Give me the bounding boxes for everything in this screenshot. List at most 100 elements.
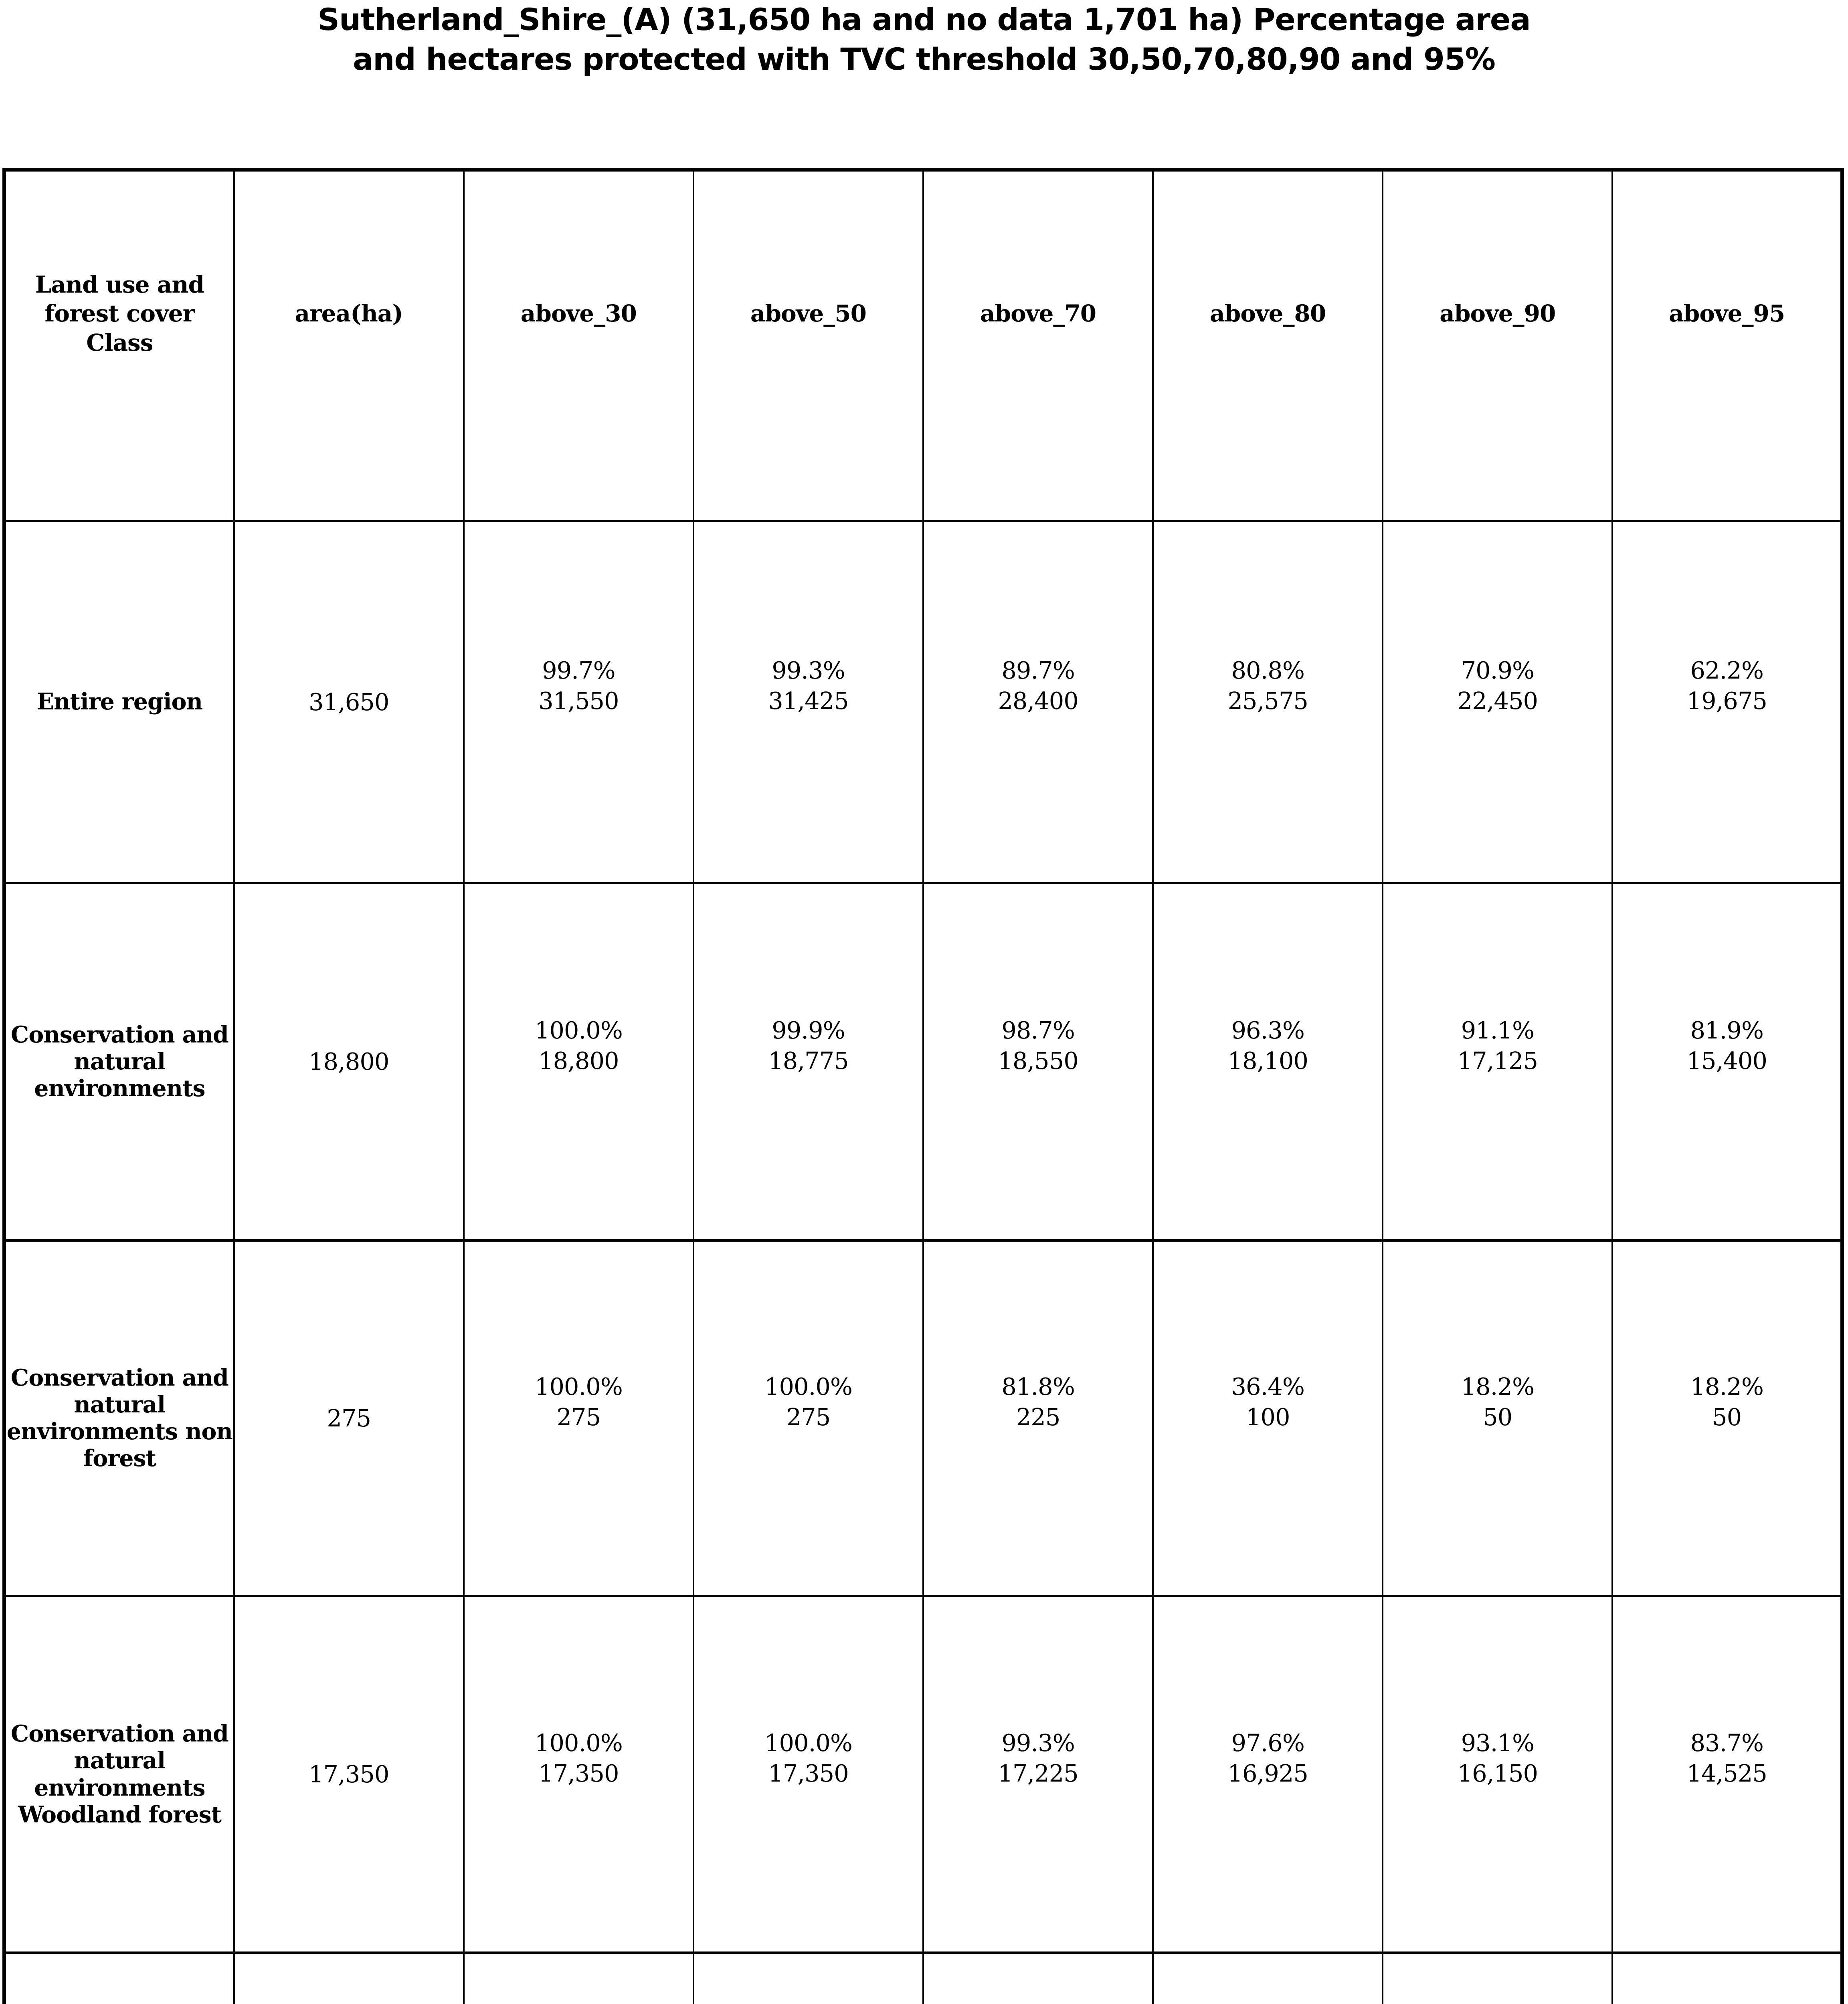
value-cell-2-2: 81.8% 225 — [922, 1239, 1154, 1597]
table-row-2: Conservation and natural environments no… — [3, 1239, 1843, 1597]
ha-value: 15,400 — [1686, 1046, 1767, 1075]
ha-value: 17,350 — [768, 1759, 849, 1787]
title-line-1: Sutherland_Shire_(A) (31,650 ha and no d… — [317, 2, 1531, 37]
value-cell-2-0: 100.0% 275 — [463, 1239, 694, 1597]
column-header-5: above_80 — [1152, 168, 1384, 522]
value-cell-0-4: 70.9% 22,450 — [1382, 519, 1613, 884]
ha-value: 16,925 — [1227, 1759, 1308, 1787]
area-cell-3: 17,350 — [233, 1594, 465, 1954]
area-cell-1: 18,800 — [233, 881, 465, 1242]
pct-value: 18.2% — [1461, 1373, 1535, 1401]
table-row-0: Entire region 31,650 99.7% 31,550 99.3% 31,42… — [3, 519, 1843, 884]
pct-value: 81.8% — [1001, 1373, 1075, 1401]
value-cell-0-1: 99.3% 31,425 — [692, 519, 924, 884]
pct-value: 99.9% — [772, 1016, 845, 1044]
value-cell-0-2: 89.7% 28,400 — [922, 519, 1154, 884]
table-body: Entire region 31,650 99.7% 31,550 99.3% 31,42… — [3, 519, 1843, 2004]
ha-value: 17,225 — [998, 1759, 1078, 1787]
value-cell-1-2: 98.7% 18,550 — [922, 881, 1154, 1242]
ha-value: 22,450 — [1457, 687, 1538, 715]
pct-value: 100.0% — [534, 1729, 623, 1757]
ha-value: 18,550 — [998, 1046, 1078, 1075]
column-header-0: Land use and forest cover Class — [3, 168, 235, 522]
class-cell-1: Conservation and natural environments — [3, 881, 235, 1242]
ha-value: 31,425 — [768, 687, 849, 715]
header-row: Land use and forest cover Class area(ha) a… — [3, 168, 1843, 522]
pct-value: 100.0% — [764, 1373, 853, 1401]
table-row-1: Conservation and natural environments 18,… — [3, 881, 1843, 1242]
value-cell-4-2: 93.6%1,100 — [922, 1951, 1154, 2004]
pct-value: 18.2% — [1690, 1373, 1763, 1401]
value-cell-4-1: 97.9%1,150 — [692, 1951, 924, 2004]
value-cell-4-4: 78.7%925 — [1382, 1951, 1613, 2004]
pct-value: 100.0% — [534, 1373, 623, 1401]
ha-value: 50 — [1483, 1403, 1512, 1431]
pct-value: 100.0% — [534, 1016, 623, 1044]
ha-value: 275 — [556, 1403, 601, 1431]
pct-value: 89.7% — [1001, 657, 1075, 685]
column-header-6: above_90 — [1382, 168, 1613, 522]
pct-value: 93.1% — [1461, 1729, 1535, 1757]
ha-value: 31,550 — [538, 687, 619, 715]
pct-value: 80.8% — [1231, 657, 1304, 685]
table-row-3: Conservation and natural environments Wo… — [3, 1594, 1843, 1954]
value-cell-4-3: 91.5%1,075 — [1152, 1951, 1384, 2004]
value-cell-1-1: 99.9% 18,775 — [692, 881, 924, 1242]
pct-value: 36.4% — [1231, 1373, 1304, 1401]
ha-value: 25,575 — [1227, 687, 1308, 715]
class-cell-4: Conservation and natural environments Fo… — [3, 1951, 235, 2004]
ha-value: 50 — [1712, 1403, 1742, 1431]
ha-value: 16,150 — [1457, 1759, 1538, 1787]
value-cell-4-5: 70.2%825 — [1611, 1951, 1843, 2004]
column-header-4: above_70 — [922, 168, 1154, 522]
pct-value: 98.7% — [1001, 1016, 1075, 1044]
column-header-3: above_50 — [692, 168, 924, 522]
value-cell-0-0: 99.7% 31,550 — [463, 519, 694, 884]
value-cell-0-3: 80.8% 25,575 — [1152, 519, 1384, 884]
value-cell-3-2: 99.3% 17,225 — [922, 1594, 1154, 1954]
page-title: Sutherland_Shire_(A) (31,650 ha and no d… — [0, 0, 1848, 79]
table-row-4: Conservation and natural environments Fo… — [3, 1951, 1843, 2004]
ha-value: 28,400 — [998, 687, 1078, 715]
pct-value: 91.1% — [1461, 1016, 1535, 1044]
ha-value: 18,100 — [1227, 1046, 1308, 1075]
class-cell-2: Conservation and natural environments no… — [3, 1239, 235, 1597]
area-cell-2: 275 — [233, 1239, 465, 1597]
title-line-2: and hectares protected with TVC threshol… — [353, 41, 1496, 77]
pct-value: 100.0% — [764, 1729, 853, 1757]
pct-value: 96.3% — [1231, 1016, 1304, 1044]
column-header-2: above_30 — [463, 168, 694, 522]
value-cell-3-4: 93.1% 16,150 — [1382, 1594, 1613, 1954]
column-header-1: area(ha) — [233, 168, 465, 522]
class-cell-0: Entire region — [3, 519, 235, 884]
ha-value: 17,350 — [538, 1759, 619, 1787]
value-cell-3-1: 100.0% 17,350 — [692, 1594, 924, 1954]
value-cell-2-5: 18.2% 50 — [1611, 1239, 1843, 1597]
value-cell-2-1: 100.0% 275 — [692, 1239, 924, 1597]
class-cell-3: Conservation and natural environments Wo… — [3, 1594, 235, 1954]
pct-value: 99.3% — [772, 657, 845, 685]
ha-value: 18,800 — [538, 1046, 619, 1075]
ha-value: 19,675 — [1686, 687, 1767, 715]
ha-value: 18,775 — [768, 1046, 849, 1075]
ha-value: 14,525 — [1686, 1759, 1767, 1787]
column-header-7: above_95 — [1611, 168, 1843, 522]
pct-value: 97.6% — [1231, 1729, 1304, 1757]
value-cell-4-0: 100.0%1,175 — [463, 1951, 694, 2004]
pct-value: 99.7% — [542, 657, 615, 685]
ha-value: 275 — [786, 1403, 831, 1431]
value-cell-3-0: 100.0% 17,350 — [463, 1594, 694, 1954]
pct-value: 62.2% — [1690, 657, 1763, 685]
value-cell-1-5: 81.9% 15,400 — [1611, 881, 1843, 1242]
ha-value: 17,125 — [1457, 1046, 1538, 1075]
value-cell-1-0: 100.0% 18,800 — [463, 881, 694, 1242]
area-cell-0: 31,650 — [233, 519, 465, 884]
pct-value: 81.9% — [1690, 1016, 1763, 1044]
data-table: Land use and forest cover Class area(ha) a… — [2, 168, 1844, 2004]
area-cell-4: 1,175 — [233, 1951, 465, 2004]
value-cell-1-3: 96.3% 18,100 — [1152, 881, 1384, 1242]
value-cell-3-3: 97.6% 16,925 — [1152, 1594, 1384, 1954]
pct-value: 83.7% — [1690, 1729, 1763, 1757]
pct-value: 70.9% — [1461, 657, 1535, 685]
tvc-threshold-table: Land use and forest cover Class area(ha) a… — [2, 168, 1844, 2004]
